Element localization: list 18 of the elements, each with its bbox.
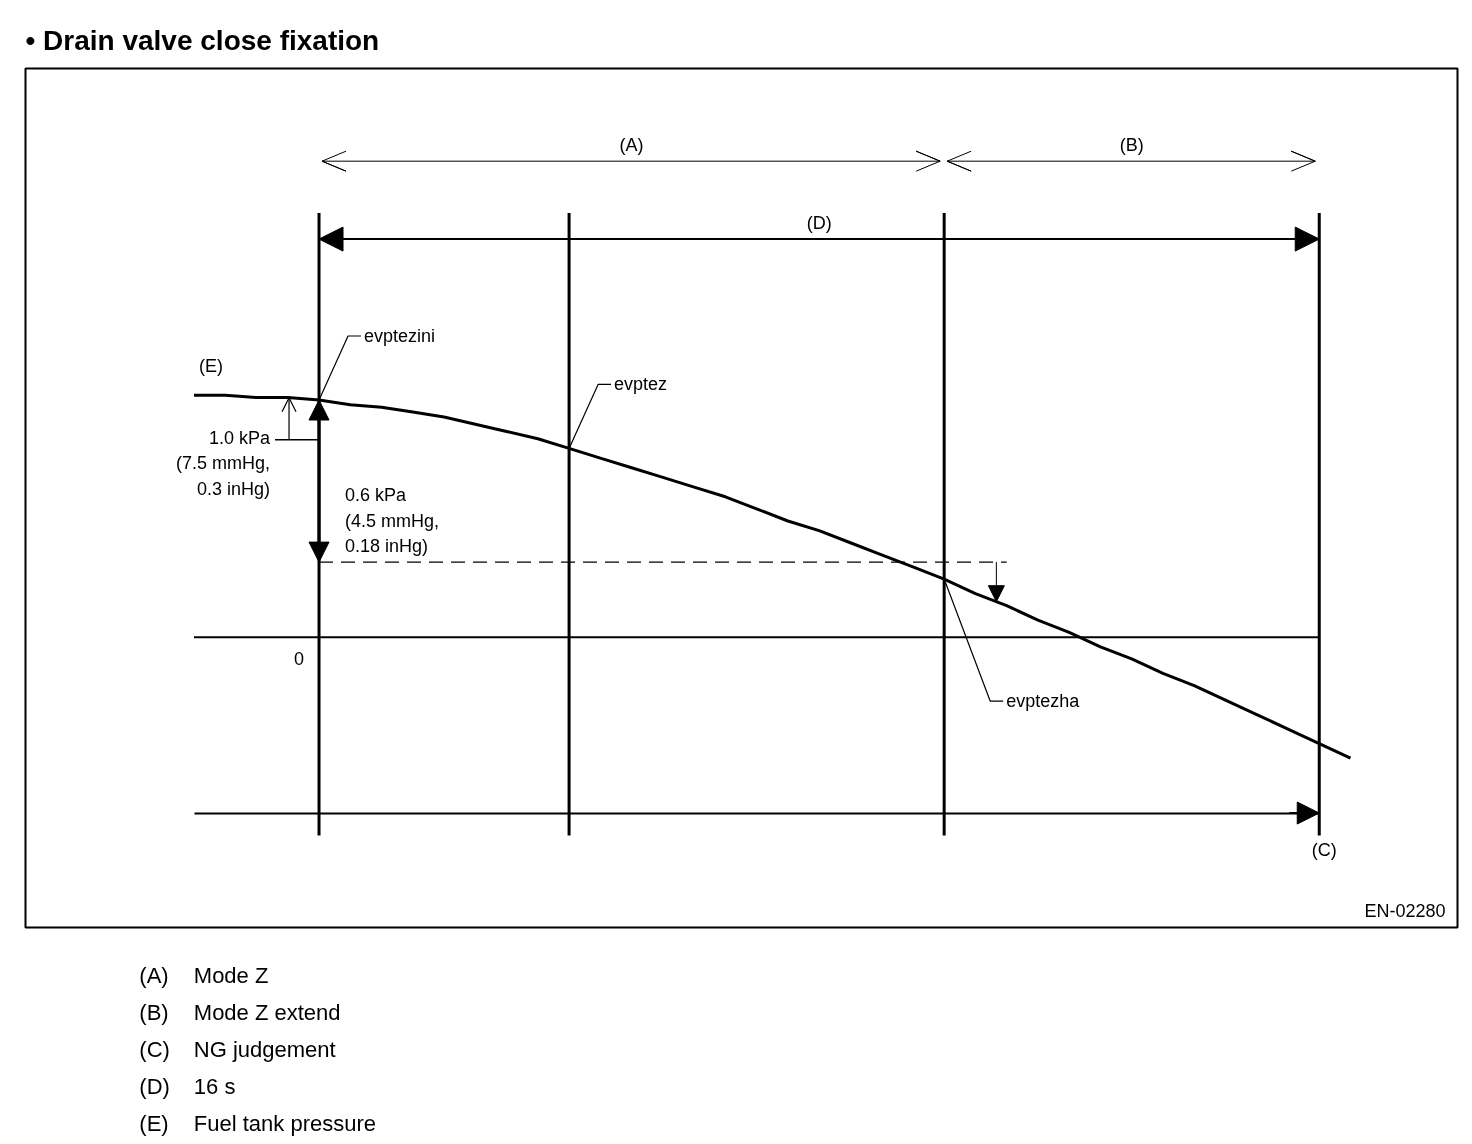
text: (E) Fuel tank pressure [139, 1111, 376, 1136]
text: (D) [806, 213, 832, 234]
annotation: 0.6 kPa (4.5 mmHg, 0.18 inHg) [345, 484, 440, 557]
text: (C) NG judgement [139, 1037, 336, 1062]
text: evptez [614, 374, 668, 395]
text: (B) Mode Z extend [139, 1000, 341, 1025]
text: (C) [1311, 839, 1337, 860]
text: (D) 16 s [139, 1074, 236, 1099]
text: (A) [619, 135, 644, 156]
text: EN-02280 [1364, 900, 1446, 921]
text: evptezini [364, 326, 436, 346]
series-label: (E) [199, 356, 223, 377]
text: (B) [1119, 135, 1144, 156]
chart-title: • Drain valve close fixation [25, 24, 380, 56]
annotation: 1.0 kPa (7.5 mmHg, 0.3 inHg) [176, 427, 272, 499]
text: (A) Mode Z [139, 963, 269, 988]
annotation: evptezha [1006, 691, 1081, 712]
ref-line-label: 0 [294, 649, 305, 670]
